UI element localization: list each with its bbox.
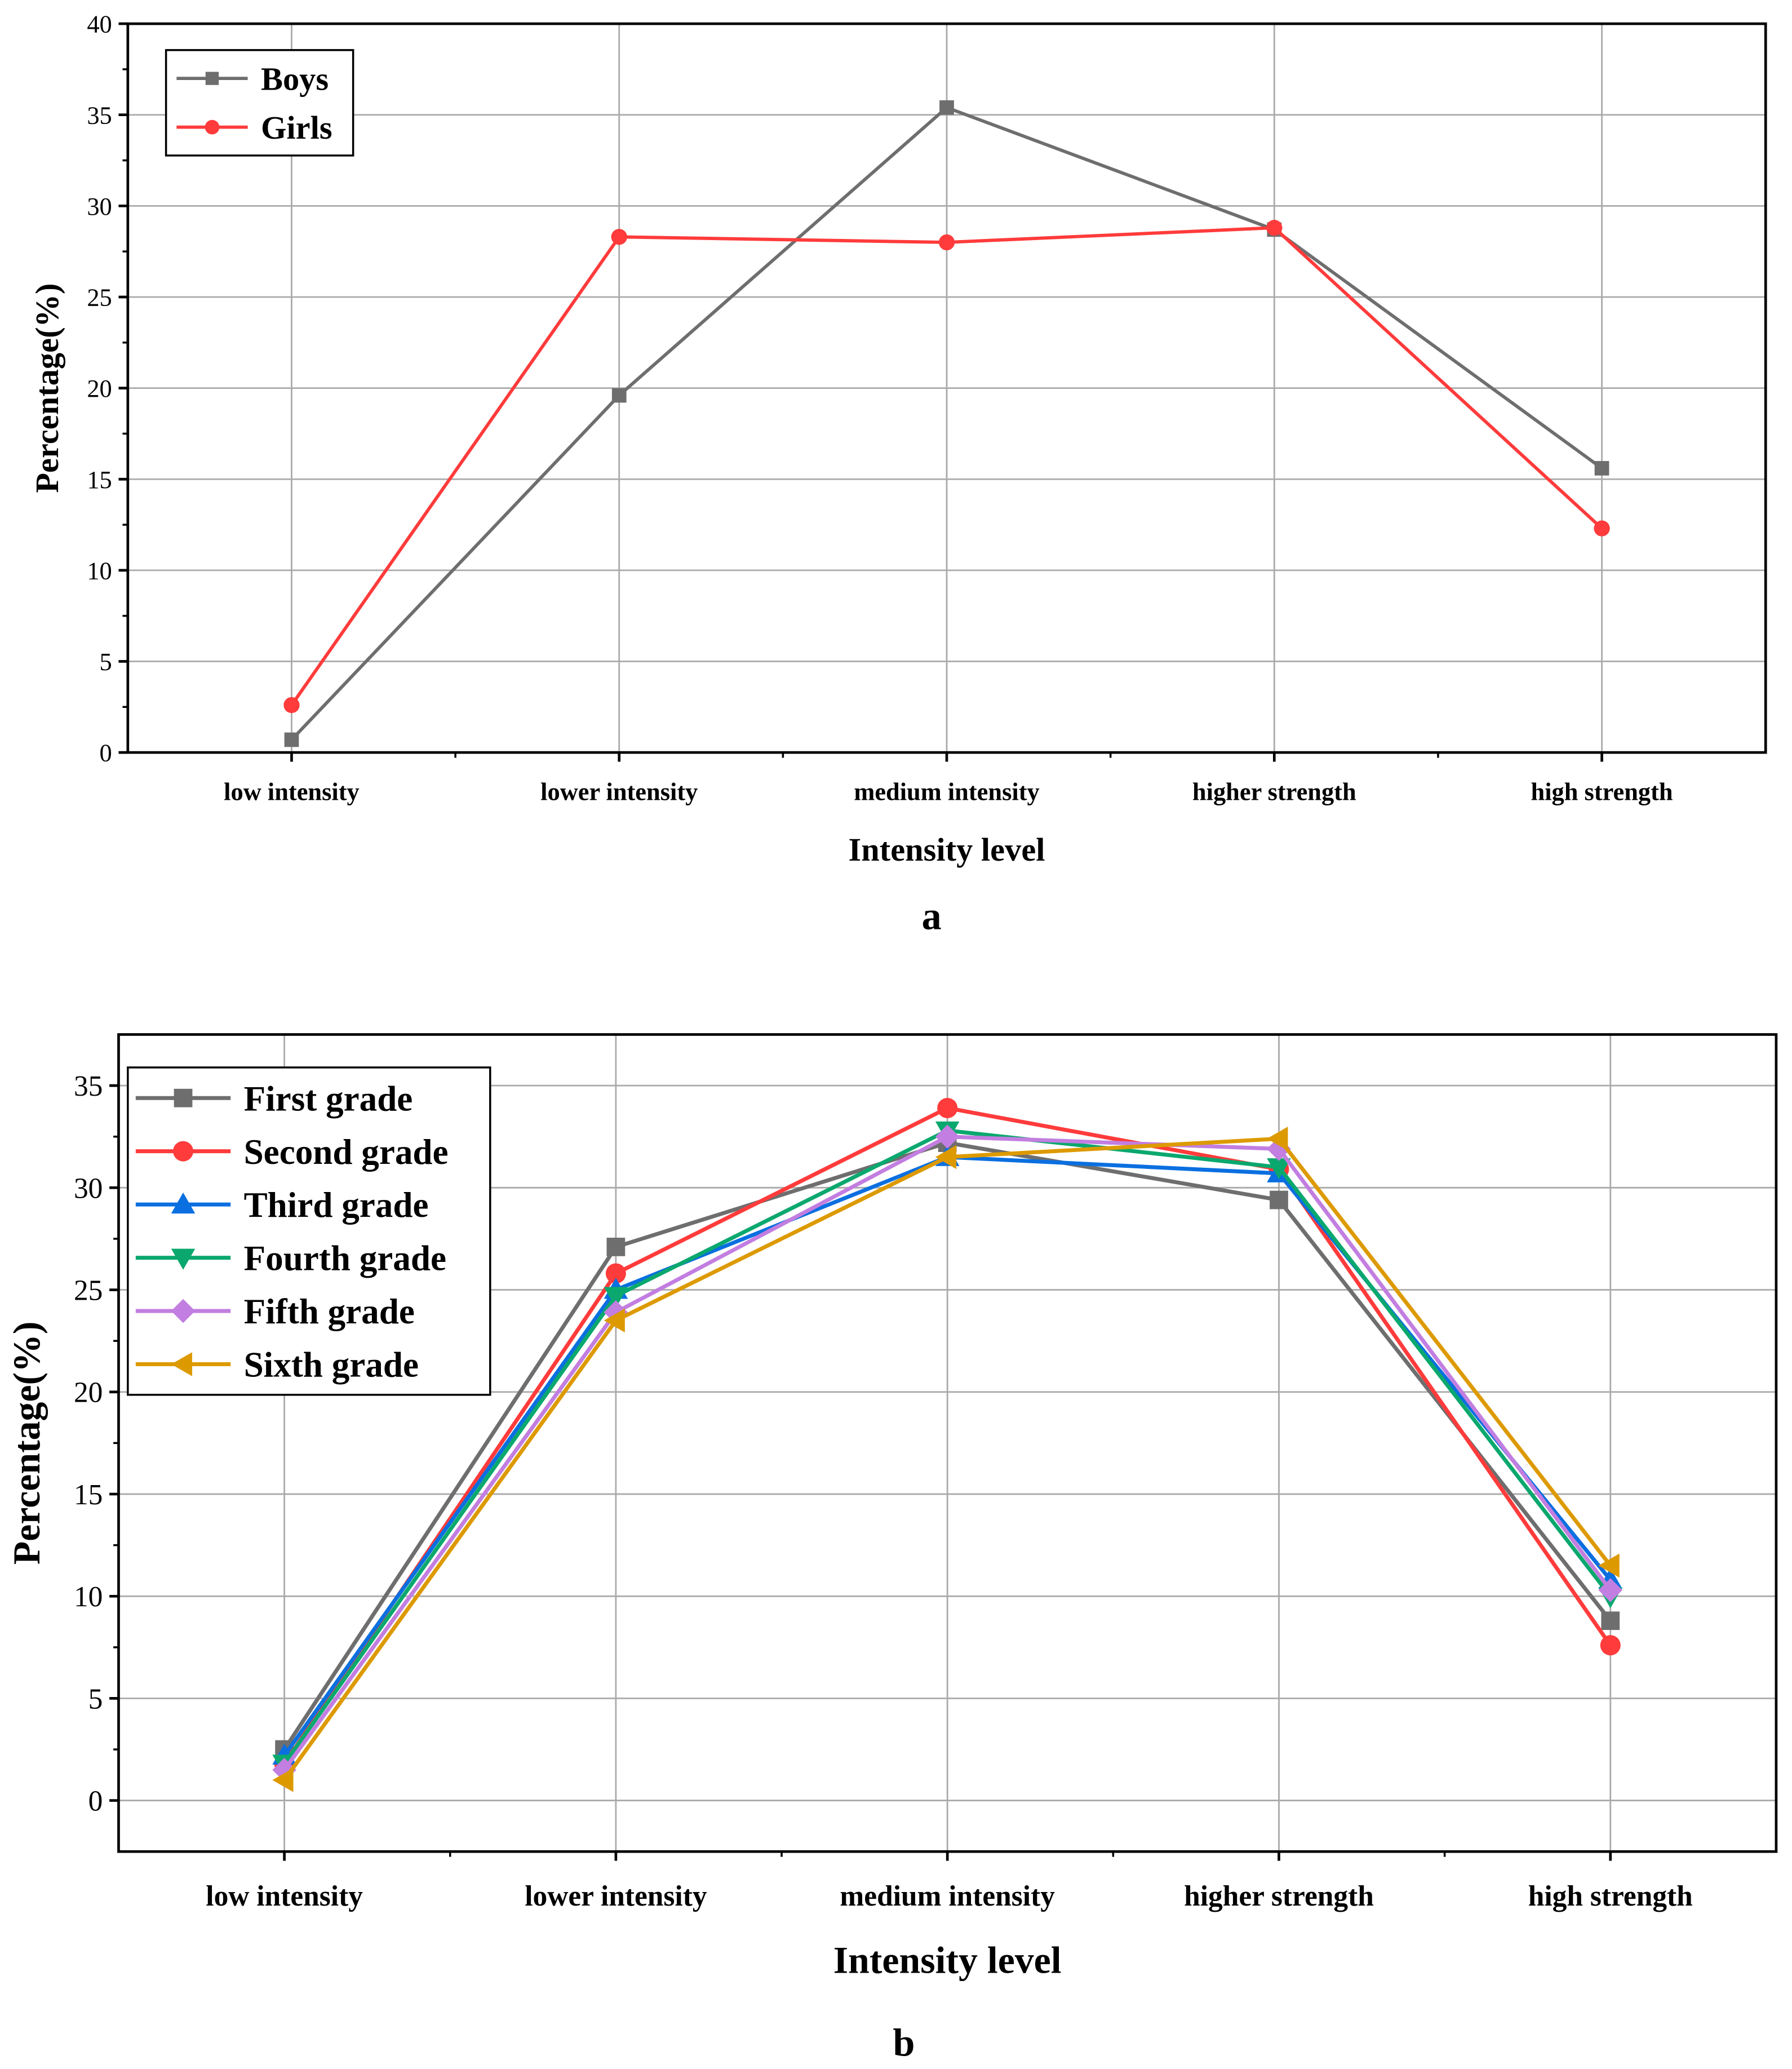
data-point: [604, 1300, 628, 1324]
data-point: [1598, 1553, 1620, 1578]
y-tick-label: 35: [87, 101, 112, 129]
legend-marker: [174, 1088, 193, 1107]
x-tick-label: medium intensity: [854, 777, 1039, 805]
legend: First grade Second grade Third grade Fourth…: [127, 1066, 491, 1396]
series-girls: [283, 219, 1610, 714]
legend-marker: [173, 1141, 194, 1162]
y-axis-label: Percentage(%): [6, 1322, 48, 1565]
data-point: [1594, 520, 1610, 537]
data-point: [1600, 1635, 1621, 1656]
legend-label: Girls: [261, 109, 332, 146]
panel-label: a: [922, 894, 942, 938]
data-point: [604, 1308, 625, 1333]
x-tick-label: high strength: [1528, 1880, 1693, 1912]
legend-item: Sixth grade: [135, 1345, 419, 1385]
y-tick-label: 10: [87, 556, 112, 584]
y-tick-label: 0: [88, 1786, 103, 1818]
x-tick-label: medium intensity: [840, 1880, 1055, 1912]
legend-marker: [205, 72, 219, 85]
y-tick-label: 15: [74, 1479, 103, 1511]
legend-box: [127, 1066, 491, 1396]
legend-label: Fourth grade: [244, 1239, 446, 1278]
x-axis-label: Intensity level: [833, 1939, 1062, 1981]
data-point: [1270, 1190, 1288, 1209]
legend-label: Fifth grade: [244, 1292, 415, 1331]
legend-box: [165, 49, 354, 157]
y-tick-label: 30: [87, 192, 112, 220]
y-tick-label: 30: [74, 1172, 103, 1204]
panel-label: b: [893, 2021, 915, 2065]
y-tick-label: 25: [74, 1275, 103, 1307]
legend-marker: [171, 1248, 196, 1270]
legend-marker: [205, 119, 220, 135]
y-tick-label: 40: [87, 10, 112, 38]
legend-marker: [171, 1192, 196, 1214]
chart-panel-b: 0 5 10 15 20 25 30 35 low intensity lower intensi…: [6, 1033, 1778, 2065]
legend-label: Boys: [261, 61, 329, 98]
y-axis-label: Percentage(%): [29, 283, 65, 493]
x-axis-label: Intensity level: [849, 831, 1045, 868]
y-tick-label: 35: [74, 1070, 103, 1102]
y-tick-label: 25: [87, 283, 112, 312]
legend-label: Third grade: [244, 1185, 429, 1225]
chart-panel-a: 0 5 10 15 20 25 30 35 40 low intensity lower inten…: [29, 10, 1767, 938]
y-tick-label: 20: [87, 374, 112, 402]
y-tick-label: 10: [74, 1581, 103, 1613]
legend: Boys Girls: [165, 49, 354, 157]
data-point: [1594, 460, 1609, 476]
x-tick-label: lower intensity: [525, 1880, 707, 1912]
y-tick-label: 0: [100, 739, 112, 767]
y-tick-label: 20: [74, 1377, 103, 1409]
data-point: [1267, 1127, 1288, 1151]
legend-marker: [171, 1299, 196, 1323]
data-point: [1598, 1578, 1623, 1602]
y-tick-label: 5: [88, 1683, 103, 1715]
data-point: [284, 732, 299, 747]
series-boys: [284, 100, 1609, 747]
data-point: [606, 1238, 626, 1256]
data-point: [1267, 1158, 1291, 1180]
legend-item: Third grade: [135, 1185, 429, 1225]
legend-label: First grade: [244, 1079, 413, 1118]
data-point: [604, 1287, 628, 1308]
legend-item: Fourth grade: [135, 1239, 446, 1278]
x-tick-label: higher strength: [1184, 1880, 1374, 1912]
data-point: [611, 388, 627, 403]
data-point: [935, 1145, 957, 1169]
data-point: [611, 229, 627, 245]
legend-item: Boys: [176, 61, 329, 98]
legend-item: Fifth grade: [135, 1292, 415, 1331]
data-point: [938, 234, 955, 251]
legend-item: First grade: [135, 1079, 413, 1118]
y-tick-label: 15: [87, 466, 112, 494]
data-point: [1266, 219, 1283, 236]
x-tick-label: low intensity: [224, 777, 360, 805]
legend-label: Second grade: [244, 1132, 449, 1172]
data-point: [939, 100, 954, 115]
legend-item: Second grade: [135, 1132, 449, 1172]
x-tick-label: higher strength: [1192, 777, 1356, 805]
data-point: [1601, 1611, 1620, 1631]
data-point: [272, 1768, 294, 1792]
y-tick-label: 5: [100, 648, 112, 676]
x-tick-label: lower intensity: [540, 777, 698, 805]
legend-marker: [171, 1352, 192, 1376]
data-point: [283, 697, 300, 714]
series-sixth-grade: [272, 1127, 1620, 1792]
x-tick-label: low intensity: [206, 1880, 363, 1912]
legend-item: Girls: [176, 109, 332, 146]
legend-label: Sixth grade: [244, 1345, 419, 1385]
data-point: [937, 1097, 958, 1118]
x-tick-label: high strength: [1531, 777, 1673, 805]
data-point: [605, 1263, 626, 1284]
